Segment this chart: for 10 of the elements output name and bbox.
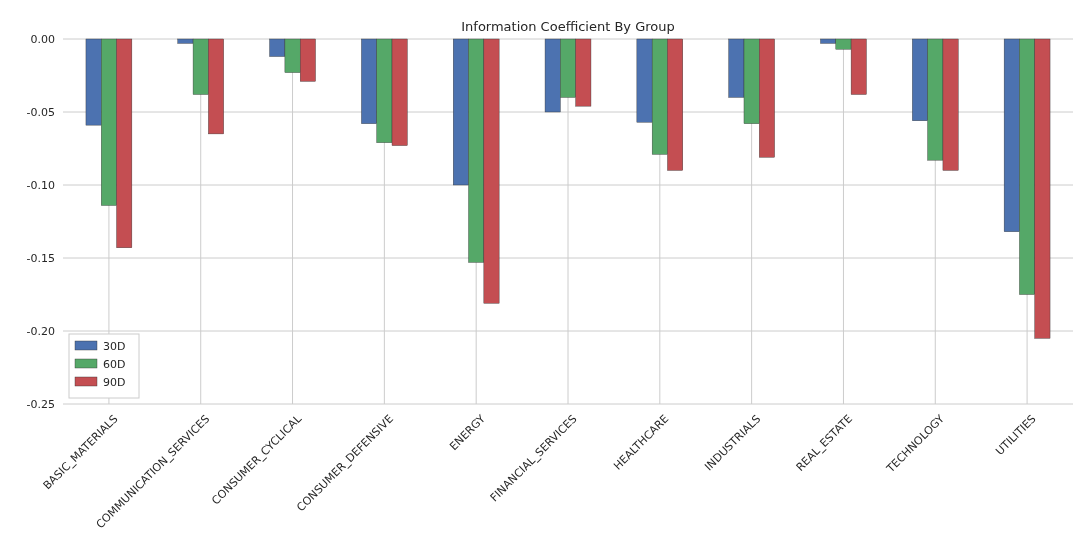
y-tick-label: -0.10 [26,178,55,192]
y-tick-label: 0.00 [30,32,55,46]
chart-title: Information Coefficient By Group [461,19,675,34]
legend-label: 60D [103,357,126,371]
y-tick-label: -0.20 [26,324,55,338]
y-tick-label: -0.15 [26,251,55,265]
y-tick-label: -0.05 [26,105,55,119]
legend-label: 30D [103,339,126,353]
y-tick-label: -0.25 [26,397,55,411]
legend-label: 90D [103,375,126,389]
